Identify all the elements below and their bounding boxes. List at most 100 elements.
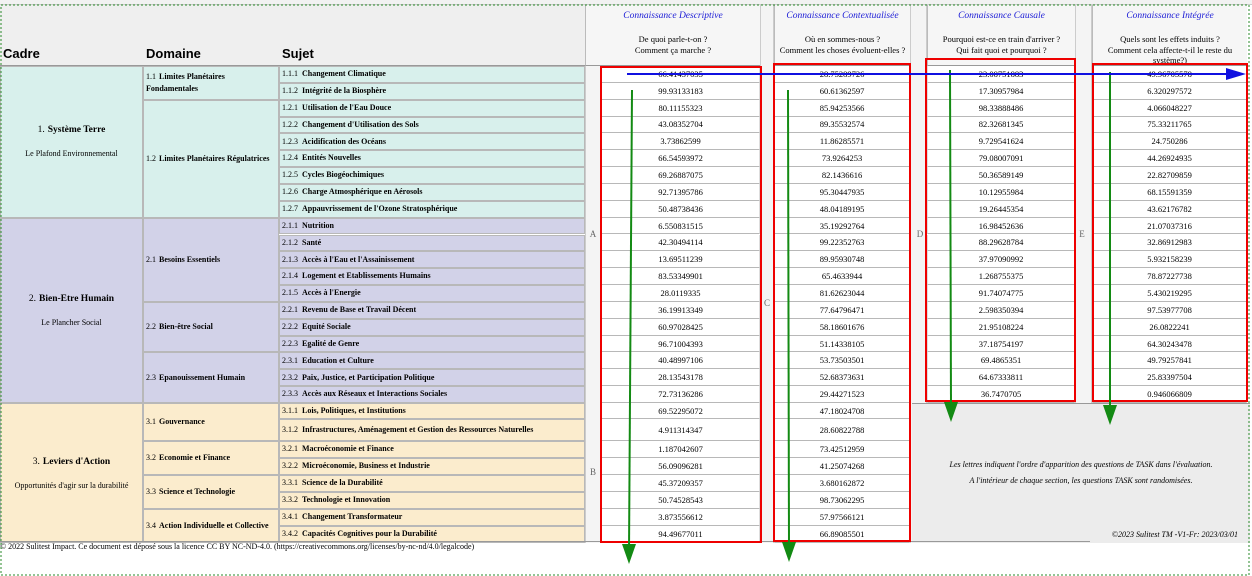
score-value: 99.93133183 — [658, 85, 703, 96]
score-cell: 36.7470705 — [927, 386, 1075, 403]
score-value: 60.61362597 — [819, 85, 865, 96]
column-header-text: Cadre — [3, 46, 40, 61]
score-cell: 72.73136286 — [601, 386, 760, 403]
domaine-name: Limites Planétaires Fondamentales — [146, 71, 225, 93]
order-letter-text: A — [589, 229, 597, 239]
score-value: 80.11155323 — [658, 102, 703, 113]
score-value: 28.75289726 — [819, 68, 865, 79]
score-cell: 60.97028425 — [601, 318, 760, 336]
domaine-label: 2.1 Besoins Essentiels — [146, 254, 220, 266]
domaine-name: Besoins Essentiels — [159, 254, 221, 264]
score-cell: 49.96705578 — [1092, 66, 1247, 83]
score-value: 81.62623044 — [819, 287, 865, 298]
sujet-cell: 1.2.4 Entités Nouvelles — [279, 150, 585, 168]
score-value: 77.64796471 — [819, 304, 865, 315]
question-header: Connaissance Causale Pourquoi est-ce en t… — [927, 5, 1075, 66]
score-cell: 28.13543178 — [601, 369, 760, 387]
score-cell: 13.69511239 — [601, 251, 760, 269]
sujet-name: Macroéconomie et Finance — [302, 444, 394, 454]
score-cell: 89.95930748 — [774, 251, 910, 269]
sujet-number: 1.2.4 — [282, 153, 298, 163]
sujet-number: 1.2.5 — [282, 170, 298, 180]
score-value: 53.73503501 — [819, 355, 865, 366]
score-cell: 45.37209357 — [601, 475, 760, 492]
version: ©2023 Sulitest TM -V1-Fr: 2023/03/01 — [1090, 530, 1250, 543]
score-cell: 50.36589149 — [927, 167, 1075, 184]
sujet-number: 3.3.1 — [282, 478, 298, 488]
score-value: 24.750286 — [1151, 136, 1188, 147]
score-cell: 11.86285571 — [774, 133, 910, 151]
cadre-subtitle: Opportunités d'agir sur la durabilité — [14, 480, 129, 490]
score-value: 73.9264253 — [821, 153, 863, 164]
question-title: Connaissance Causale — [958, 11, 1045, 21]
score-value: 51.14338105 — [819, 338, 865, 349]
score-value: 17.30957984 — [978, 85, 1024, 96]
sujet-name: Accès aux Réseaux et Interactions Social… — [302, 389, 448, 399]
note: A l'intérieur de chaque section, les que… — [969, 476, 1193, 485]
score-cell: 36.19913349 — [601, 301, 760, 319]
sujet-number: 1.1.1 — [282, 69, 298, 79]
order-letter: C — [761, 297, 773, 309]
score-value: 35.19292764 — [819, 220, 865, 231]
score-cell: 60.61362597 — [774, 82, 910, 100]
score-cell: 47.18024708 — [774, 403, 910, 419]
score-cell: 66.54593972 — [601, 150, 760, 168]
cadre-cell: 1. Système Terre Le Plafond Environnementa… — [0, 66, 143, 218]
score-value: 28.13543178 — [658, 372, 703, 383]
score-value: 94.49677011 — [658, 529, 703, 539]
sujet-number: 2.2.1 — [282, 305, 298, 315]
cadre-name: Leviers d'Action — [42, 456, 111, 467]
score-cell: 57.97566121 — [774, 509, 910, 526]
sujet-name: Microéconomie, Business et Industrie — [302, 461, 430, 471]
score-value: 3.73862599 — [660, 136, 701, 147]
score-cell: 89.35532574 — [774, 116, 910, 134]
sujet-cell: 3.3.1 Science de la Durabilité — [279, 475, 585, 492]
question-line: Quels sont les effets induits ? — [1120, 34, 1220, 44]
score-cell: 42.30494114 — [601, 234, 760, 252]
score-cell: 51.14338105 — [774, 335, 910, 353]
score-value: 40.48997106 — [658, 355, 703, 366]
domaine-number: 2.1 — [146, 254, 156, 264]
score-cell: 99.93133183 — [601, 82, 760, 100]
sujet-cell: 2.1.2 Santé — [279, 234, 585, 252]
score-cell: 91.74074775 — [927, 285, 1075, 302]
sujet-number: 3.2.2 — [282, 461, 298, 471]
cadre-label: 2. Bien-Etre Humain Le Plancher Social — [29, 294, 114, 327]
cadre-label: 3. Leviers d'Action Opportunités d'agir su… — [15, 457, 129, 490]
score-value: 23.08751883 — [978, 68, 1024, 79]
score-value: 91.74074775 — [978, 287, 1024, 298]
score-value: 65.4633944 — [821, 271, 863, 282]
score-value: 89.35532574 — [819, 119, 865, 130]
score-value: 6.320297572 — [1147, 85, 1192, 96]
question-line: Comment cela affecte-t-il le reste du sy… — [1107, 45, 1233, 65]
score-cell: 66.41437035 — [601, 66, 760, 83]
sujet-cell: 3.3.2 Technologie et Innovation — [279, 492, 585, 509]
score-cell: 82.32681345 — [927, 116, 1075, 134]
score-cell: 41.25074268 — [774, 458, 910, 475]
score-cell: 43.08352704 — [601, 116, 760, 134]
score-value: 58.18601676 — [819, 321, 865, 332]
score-value: 21.95108224 — [978, 321, 1024, 332]
score-value: 37.97090992 — [978, 254, 1024, 265]
question-line: Où en sommes-nous ? — [804, 34, 881, 44]
score-value: 0.946066809 — [1147, 389, 1192, 400]
domaine-label: 2.2 Bien-être Social — [146, 321, 213, 333]
score-value: 69.52295072 — [658, 405, 703, 416]
score-cell: 64.67333811 — [927, 369, 1075, 387]
sujet-number: 1.2.2 — [282, 119, 298, 129]
score-value: 66.89085501 — [819, 529, 865, 539]
cadre-subtitle: Le Plafond Environnemental — [25, 149, 118, 159]
score-value: 64.67333811 — [978, 372, 1024, 383]
score-cell: 79.08007091 — [927, 150, 1075, 168]
score-value: 26.0822241 — [1149, 321, 1190, 332]
sujet-cell: 2.3.2 Paix, Justice, et Participation Pol… — [279, 369, 585, 387]
score-value: 43.62176782 — [1147, 203, 1192, 214]
score-value: 21.07037316 — [1147, 220, 1192, 231]
cadre-number: 1. — [37, 125, 45, 136]
sujet-cell: 2.3.1 Education et Culture — [279, 352, 585, 370]
score-cell: 25.83397504 — [1092, 369, 1247, 387]
domaine-label: 1.2 Limites Planétaires Régulatrices — [146, 153, 270, 165]
score-value: 4.066048227 — [1147, 102, 1192, 113]
score-value: 9.729541624 — [978, 136, 1024, 147]
score-cell: 24.750286 — [1092, 133, 1247, 151]
